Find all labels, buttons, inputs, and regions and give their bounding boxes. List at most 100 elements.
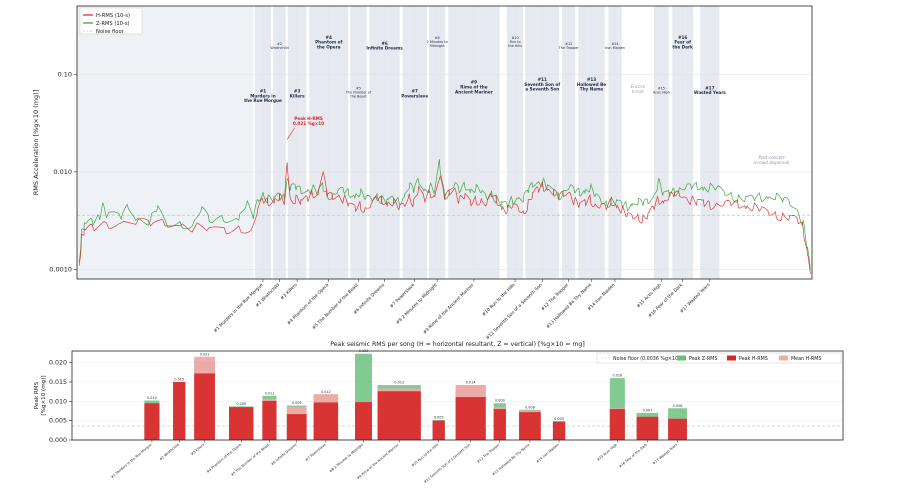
- bar-value-label: 0.008: [525, 405, 535, 409]
- annotation-arrow: [286, 127, 295, 140]
- text-line: #14: [611, 42, 618, 46]
- song-band: [254, 6, 272, 279]
- y-tick-label: 0.005: [49, 418, 67, 425]
- text-line: [%g×10 (mg)]: [41, 375, 47, 415]
- song-header-label: #13 Hallowed Be Thy Name: [577, 77, 606, 92]
- annotation-label: Peak H-RMS 0.021 %g×10: [293, 116, 324, 126]
- text-line: Powerslave: [401, 93, 428, 98]
- bar-peak-h-rms: [493, 409, 506, 440]
- bar-peak-h-rms: [286, 414, 307, 440]
- text-line: #10: [511, 36, 518, 40]
- song-header-label: #4 Phantom of the Opera: [315, 35, 342, 50]
- song-band: [608, 6, 622, 279]
- text-line: the Opera: [317, 45, 341, 50]
- bar-peak-h-rms: [519, 412, 541, 440]
- bar-value-label: 0.009: [495, 399, 505, 403]
- song-header-label: #1 Murders in the Rue Morgue: [244, 89, 282, 104]
- bar-peak-h-rms: [144, 403, 160, 440]
- y-tick-label: 0.010: [49, 398, 67, 405]
- song-band: [350, 6, 367, 279]
- song-band: [672, 6, 693, 279]
- bar-value-label: 0.008: [673, 404, 683, 408]
- plot-frame: [71, 350, 844, 441]
- text-line: the Hills: [508, 44, 522, 48]
- text-line: Wrathchild: [270, 46, 288, 50]
- text-line: Wasted Years: [694, 90, 726, 95]
- text-line: #7: [412, 89, 419, 94]
- text-line: Hallowed Be: [577, 82, 606, 87]
- y-tick-label: 0.000: [49, 437, 67, 444]
- bar-peak-h-rms: [377, 391, 421, 440]
- song-header-label: #15 Aces High: [653, 86, 670, 94]
- text-line: Murders in: [250, 93, 276, 98]
- song-band: [525, 6, 560, 279]
- song-header-label: #5 The Number of the Beast: [345, 86, 372, 98]
- bar-value-label: 0.005: [434, 415, 444, 419]
- bar-value-label: 0.009: [236, 402, 246, 406]
- text-line: Post-concert: [758, 155, 785, 160]
- legend-box: [79, 7, 143, 35]
- text-line: #11: [538, 77, 547, 82]
- text-line: Midnight: [430, 44, 445, 48]
- text-line: Infinite Dreams: [366, 46, 403, 51]
- text-line: 2 Minutes to: [427, 40, 448, 44]
- text-line: #8: [435, 36, 440, 40]
- text-line: Fear of: [674, 40, 691, 45]
- timeline-chart: #1 Murders in the Rue Morgue #2 Wrathchild #3…: [32, 5, 813, 341]
- text-line: #3: [294, 89, 301, 94]
- series-line-z-rms: [78, 159, 811, 270]
- text-line: #15: [658, 86, 665, 90]
- legend-swatch: [677, 355, 686, 361]
- legend-label: Noise floor: [96, 29, 125, 35]
- bar-peak-h-rms: [455, 397, 486, 440]
- text-line: 0.021 %g×10: [293, 121, 324, 126]
- song-header-label: #12 The Trooper: [558, 42, 580, 50]
- text-line: Seventh Son of: [524, 82, 560, 87]
- bar-value-label: 0.005: [554, 417, 564, 421]
- text-line: #4: [326, 35, 333, 40]
- song-band: [653, 6, 669, 279]
- song-band: [273, 6, 286, 279]
- song-header-label: #11 Seventh Son of a Seventh Son: [524, 77, 560, 92]
- song-header-label: #14 Iron Maiden: [605, 42, 625, 50]
- song-band: [429, 6, 446, 279]
- y-axis-label-text: Peak RMS[%g×10 (mg)]: [34, 375, 47, 415]
- text-line: Peak RMS: [34, 381, 40, 409]
- text-line: Aces High: [653, 90, 670, 94]
- song-band: [287, 6, 307, 279]
- song-header-label: #16 Fear of the Dark: [672, 35, 693, 50]
- bar-peak-h-rms: [609, 409, 625, 440]
- bar-peak-h-rms: [668, 418, 687, 440]
- bar-peak-h-rms: [432, 420, 445, 440]
- bar-value-label: 0.013: [394, 381, 404, 385]
- song-band: [578, 6, 605, 279]
- song-header-label: #7 Powerslave: [401, 89, 428, 99]
- chart-title: Peak seismic RMS per song (H = horizonta…: [330, 341, 585, 348]
- text-line: #5: [356, 86, 361, 90]
- song-header-label: #8 2 Minutes to Midnight: [427, 36, 448, 48]
- song-band: [369, 6, 400, 279]
- bar-peak-h-rms: [173, 381, 186, 440]
- text-line: Peak H-RMS: [294, 116, 323, 121]
- text-line: The Number of: [345, 90, 372, 94]
- song-header-label: #3 Killers: [290, 89, 305, 99]
- bar-value-label: 0.021: [200, 352, 210, 356]
- bar-value-label: 0.016: [612, 374, 622, 378]
- bar-value-label: 0.010: [147, 396, 157, 400]
- y-axis-label: RMS Acceleration [%g×10 (mg)]: [32, 90, 40, 195]
- legend-label: Peak H-RMS: [739, 356, 768, 362]
- y-tick-label: 0.015: [49, 379, 67, 386]
- text-line: Phantom of: [315, 40, 342, 45]
- bar-peak-h-rms: [313, 402, 339, 440]
- plot-frame: [76, 5, 813, 280]
- legend-label: Peak Z-RMS: [689, 356, 717, 362]
- legend-box: [596, 352, 842, 364]
- text-line: Ancient Mariner: [455, 89, 494, 94]
- legend-swatch: [727, 355, 736, 361]
- y-tick-label: 0.020: [49, 360, 67, 367]
- text-line: #6: [381, 41, 388, 46]
- text-line: the Beast: [350, 94, 367, 98]
- annotation-label: Encore break: [631, 84, 646, 94]
- y-tick-label: 0.010: [53, 168, 72, 176]
